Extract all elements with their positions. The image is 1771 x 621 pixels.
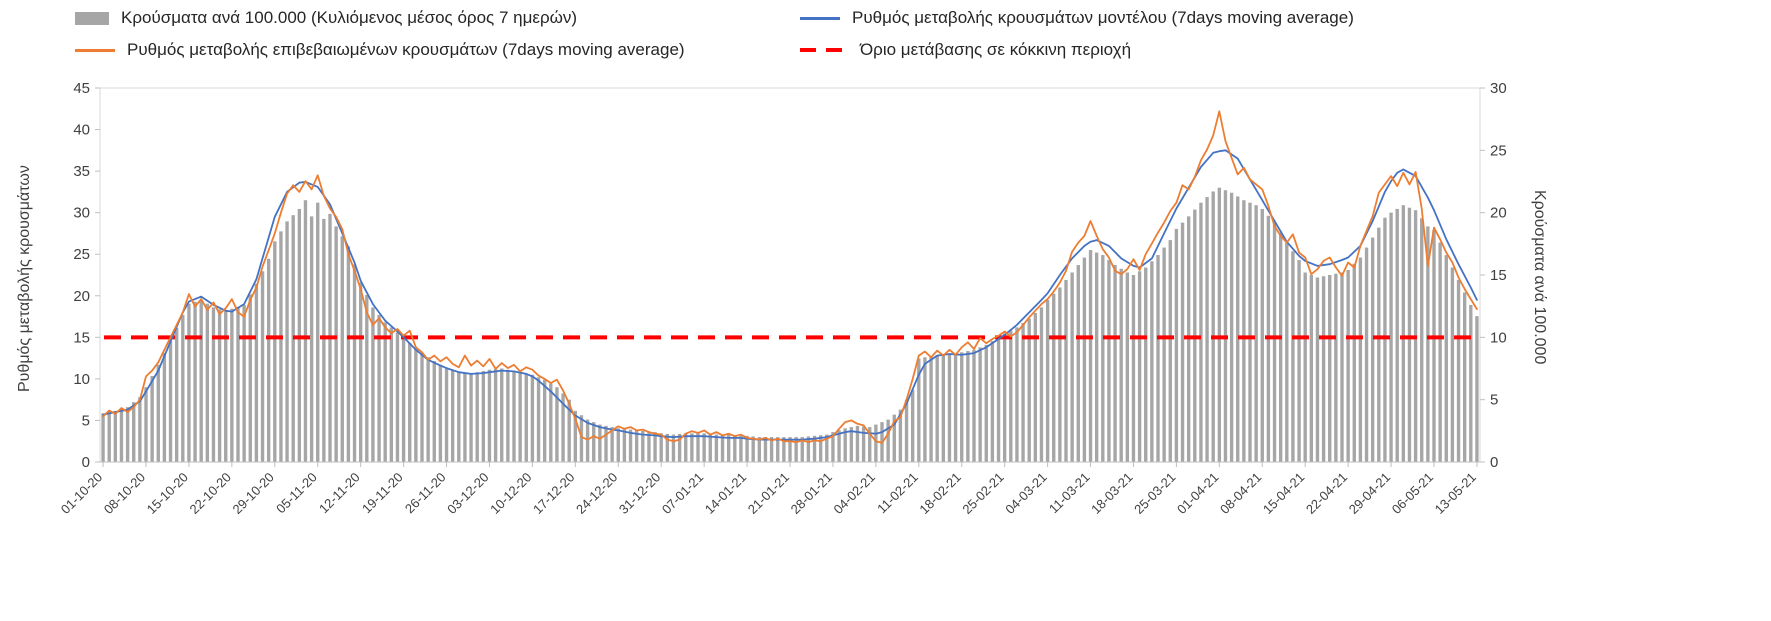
svg-text:11-02-21: 11-02-21 — [874, 470, 921, 517]
legend-item-model-line: Ρυθμός μεταβολής κρουσμάτων μοντέλου (7d… — [800, 8, 1354, 28]
model_rate-line — [102, 149, 1478, 441]
svg-text:25: 25 — [1490, 142, 1507, 159]
confirmed-line-legend-swatch — [75, 48, 115, 52]
svg-text:25-03-21: 25-03-21 — [1131, 470, 1178, 517]
svg-text:10-12-20: 10-12-20 — [487, 470, 534, 517]
svg-text:01-04-21: 01-04-21 — [1174, 470, 1221, 517]
svg-text:06-05-21: 06-05-21 — [1389, 470, 1436, 517]
legend-item-cases-bars: Κρούσματα ανά 100.000 (Κυλιόμενος μέσος … — [75, 8, 577, 28]
svg-text:17-12-20: 17-12-20 — [530, 470, 577, 517]
y-axis-ticks: 0 5 10 15 20 25 30 35 40 45 0 5 10 15 20 25 30 — [73, 80, 1506, 471]
svg-text:29-10-20: 29-10-20 — [230, 470, 277, 517]
svg-text:18-03-21: 18-03-21 — [1088, 470, 1135, 517]
svg-text:05-11-20: 05-11-20 — [273, 470, 320, 517]
svg-text:35: 35 — [73, 163, 90, 180]
chart-canvas: 05101520253035404505101520253001-10-2008… — [58, 80, 1507, 517]
bars-series — [101, 187, 1479, 462]
svg-text:08-04-21: 08-04-21 — [1217, 470, 1264, 517]
svg-text:31-12-20: 31-12-20 — [616, 470, 663, 517]
legend-item-confirmed-line: Ρυθμός μεταβολής επιβεβαιωμένων κρουσμάτ… — [75, 40, 685, 60]
svg-text:19-11-20: 19-11-20 — [359, 470, 406, 517]
svg-text:30: 30 — [73, 205, 90, 222]
svg-text:20: 20 — [73, 288, 90, 305]
model-line-legend-swatch — [800, 16, 840, 20]
svg-text:22-10-20: 22-10-20 — [187, 470, 234, 517]
svg-text:24-12-20: 24-12-20 — [573, 470, 620, 517]
svg-text:5: 5 — [82, 412, 90, 429]
svg-text:15-10-20: 15-10-20 — [144, 470, 191, 517]
svg-text:45: 45 — [73, 80, 90, 97]
svg-text:10: 10 — [1490, 329, 1507, 346]
svg-text:0: 0 — [82, 454, 90, 471]
svg-text:07-01-21: 07-01-21 — [659, 470, 706, 517]
svg-text:01-10-20: 01-10-20 — [58, 470, 105, 517]
svg-text:04-02-21: 04-02-21 — [831, 470, 878, 517]
svg-text:28-01-21: 28-01-21 — [788, 470, 835, 517]
model-legend-label: Ρυθμός μεταβολής κρουσμάτων μοντέλου (7d… — [852, 8, 1354, 27]
confirmed_rate-line — [102, 110, 1478, 444]
bars-legend-swatch — [75, 11, 109, 25]
svg-text:25-02-21: 25-02-21 — [959, 470, 1006, 517]
svg-text:40: 40 — [73, 122, 90, 139]
svg-text:20: 20 — [1490, 205, 1507, 222]
svg-text:15-04-21: 15-04-21 — [1260, 470, 1307, 517]
x-axis-ticks: 01-10-2008-10-2015-10-2022-10-2029-10-20… — [58, 462, 1479, 517]
svg-text:25: 25 — [73, 246, 90, 263]
threshold-legend-swatch — [800, 48, 848, 52]
svg-text:14-01-21: 14-01-21 — [702, 470, 749, 517]
svg-text:26-11-20: 26-11-20 — [402, 470, 449, 517]
svg-text:29-04-21: 29-04-21 — [1346, 470, 1393, 517]
svg-text:5: 5 — [1490, 392, 1498, 409]
svg-text:15: 15 — [73, 329, 90, 346]
svg-text:30: 30 — [1490, 80, 1507, 97]
svg-text:0: 0 — [1490, 454, 1498, 471]
svg-text:15: 15 — [1490, 267, 1507, 284]
svg-text:12-11-20: 12-11-20 — [316, 470, 363, 517]
svg-text:11-03-21: 11-03-21 — [1046, 470, 1093, 517]
svg-text:18-02-21: 18-02-21 — [916, 470, 963, 517]
svg-text:03-12-20: 03-12-20 — [444, 470, 491, 517]
svg-text:10: 10 — [73, 371, 90, 388]
legend-item-threshold: Όριο μετάβασης σε κόκκινη περιοχή — [800, 40, 1131, 60]
svg-text:22-04-21: 22-04-21 — [1303, 470, 1350, 517]
svg-text:04-03-21: 04-03-21 — [1002, 470, 1049, 517]
bars-legend-label: Κρούσματα ανά 100.000 (Κυλιόμενος μέσος … — [121, 8, 578, 27]
confirmed-legend-label: Ρυθμός μεταβολής επιβεβαιωμένων κρουσμάτ… — [127, 40, 685, 59]
svg-text:21-01-21: 21-01-21 — [745, 470, 792, 517]
threshold-legend-label: Όριο μετάβασης σε κόκκινη περιοχή — [860, 40, 1132, 59]
svg-text:08-10-20: 08-10-20 — [101, 470, 148, 517]
svg-text:13-05-21: 13-05-21 — [1432, 470, 1479, 517]
